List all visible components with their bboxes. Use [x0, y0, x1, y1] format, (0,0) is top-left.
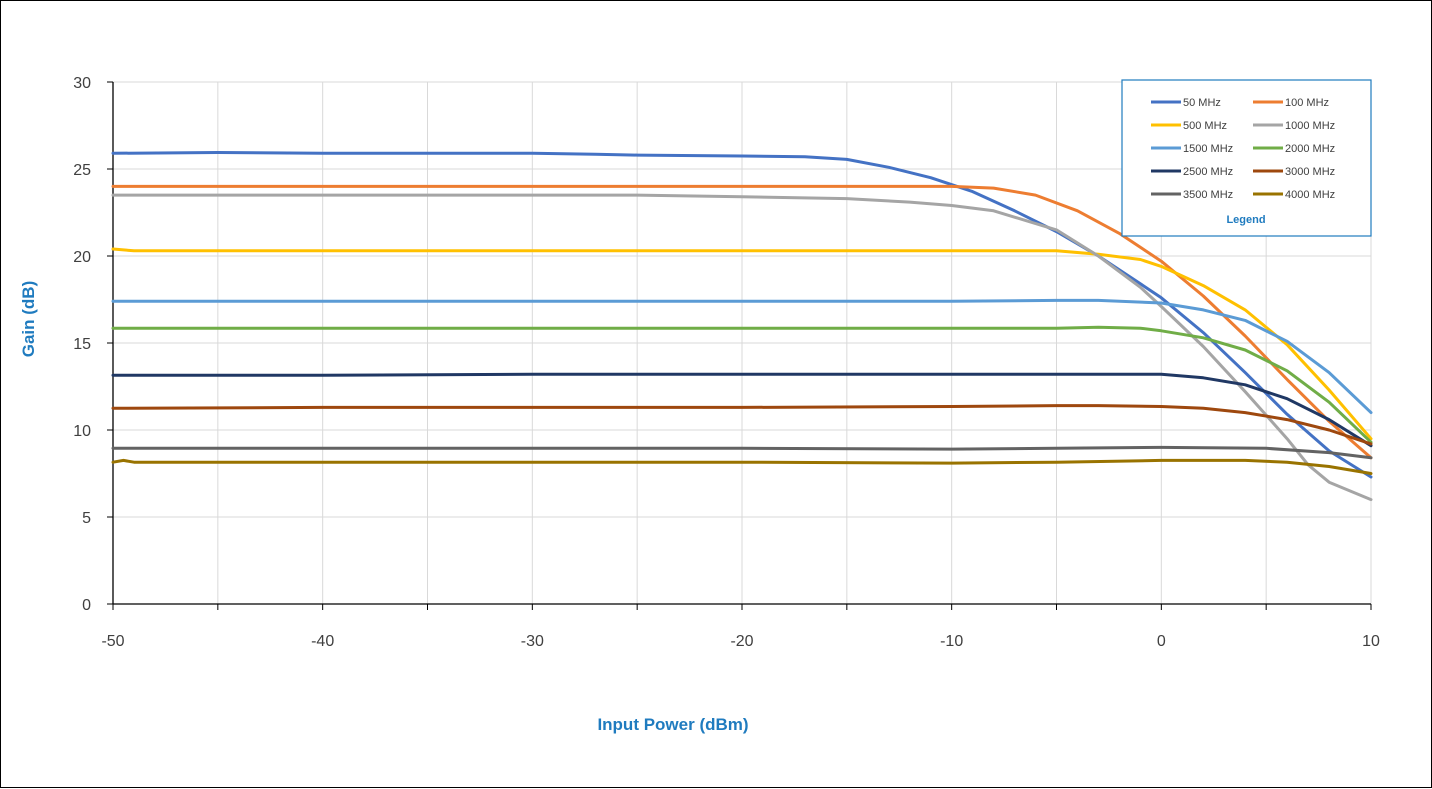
legend-items: 50 MHz 100 MHz 500 MHz 1000 MHz 1500 MHz 2000…: [1151, 97, 1335, 201]
legend-label: 2000 MHz: [1285, 143, 1335, 155]
series-line-1000-mhz: [111, 193, 1373, 502]
series-line-1500-mhz: [111, 298, 1373, 415]
series-line-4000-mhz: [111, 458, 1373, 475]
legend-label: 3000 MHz: [1285, 166, 1335, 178]
y-tick-label: 5: [82, 510, 91, 527]
legend-box: [1121, 79, 1372, 237]
x-axis-title: Input Power (dBm): [597, 715, 748, 734]
y-tick-label: 20: [73, 249, 91, 266]
tick-labels: -50 -40 -30 -20 -10 0 10 0 5 10 15 20 25 30: [73, 75, 1380, 650]
x-tick-label: -40: [311, 633, 334, 650]
series-line-3000-mhz: [111, 404, 1373, 446]
y-axis-title: Gain (dB): [19, 281, 38, 358]
x-tick-label: -10: [940, 633, 963, 650]
legend: 50 MHz 100 MHz 500 MHz 1000 MHz 1500 MHz 2000…: [1121, 79, 1372, 237]
legend-label: 3500 MHz: [1183, 189, 1233, 201]
legend-title: Legend: [1226, 214, 1265, 226]
y-tick-label: 15: [73, 336, 91, 353]
legend-label: 4000 MHz: [1285, 189, 1335, 201]
series-line-3500-mhz: [111, 445, 1373, 460]
series-line-50-mhz: [111, 151, 1373, 479]
legend-label: 100 MHz: [1285, 97, 1329, 109]
legend-label: 2500 MHz: [1183, 166, 1233, 178]
x-tick-label: -20: [730, 633, 753, 650]
series-lines: [111, 151, 1373, 502]
legend-label: 50 MHz: [1183, 97, 1221, 109]
y-tick-label: 25: [73, 162, 91, 179]
x-tick-label: 10: [1362, 633, 1380, 650]
series-line-2500-mhz: [111, 372, 1373, 448]
y-tick-label: 30: [73, 75, 91, 92]
x-tick-label: 0: [1157, 633, 1166, 650]
x-tick-label: -50: [101, 633, 124, 650]
legend-label: 500 MHz: [1183, 120, 1227, 132]
legend-label: 1000 MHz: [1285, 120, 1335, 132]
x-tick-label: -30: [521, 633, 544, 650]
y-tick-label: 0: [82, 597, 91, 614]
axes: [107, 81, 1372, 610]
y-tick-label: 10: [73, 423, 91, 440]
series-line-2000-mhz: [111, 325, 1373, 444]
legend-label: 1500 MHz: [1183, 143, 1233, 155]
